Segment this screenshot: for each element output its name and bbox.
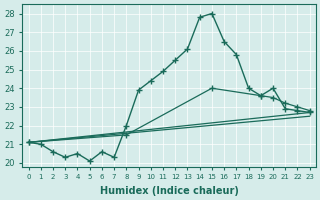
X-axis label: Humidex (Indice chaleur): Humidex (Indice chaleur) bbox=[100, 186, 239, 196]
